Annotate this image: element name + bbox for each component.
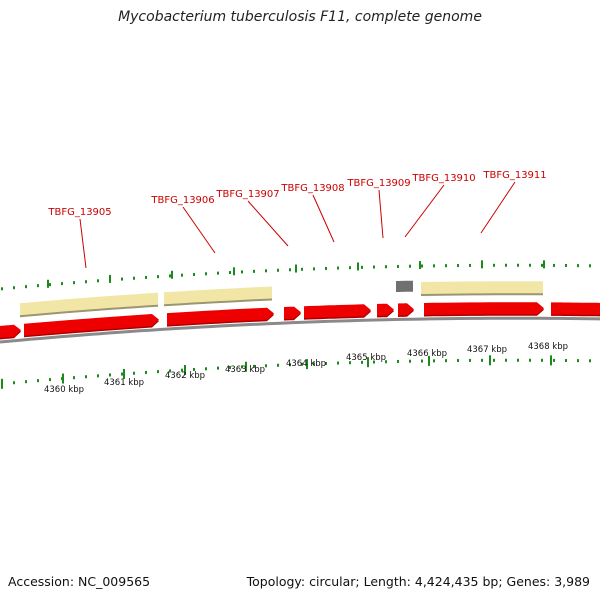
kbp-label: 4360 kbp [44,385,84,395]
cds-arrow [167,307,274,326]
gene-leader-line [79,218,87,269]
other-feature-block [396,280,413,292]
cds-arrow [551,302,600,315]
cds-arrow [424,302,544,315]
gene-leader-line [378,189,384,239]
gene-labels: TBFG_13905 TBFG_13906TBFG_13907TBFG_13908… [47,170,547,269]
kbp-label: 4364 kbp [286,359,326,369]
gene-label: TBFG_13911 [482,170,546,181]
outer-tick-ring [1,260,591,291]
gene-label: TBFG_13910 [411,173,475,184]
gene-leader-line [404,184,445,238]
cds-arrow [398,303,414,316]
cds-arrow [284,306,301,319]
orthologous-region [20,292,158,316]
kbp-label: 4368 kbp [528,342,568,352]
kbp-label: 4361 kbp [104,378,144,388]
gene-label: TBFG_13905 [47,207,111,218]
orthologous-regions [20,280,543,318]
cds-arrow [24,314,159,336]
genome-summary-text: Topology: circular; Length: 4,424,435 bp… [246,574,590,589]
gene-leader-line [480,181,516,234]
accession-text: Accession: NC_009565 [8,574,151,589]
cds-arrow [377,303,394,316]
kbp-label: 4367 kbp [467,345,507,355]
gene-leader-line [182,206,216,254]
inner-tick-ring [1,355,591,389]
gene-leader-line [312,194,335,243]
kbp-labels: 4360 kbp 4361 kbp 4362 kbp 4363 kbp 4364 kbp… [44,342,568,395]
kbp-label: 4365 kbp [346,353,386,363]
gene-label: TBFG_13906 [150,195,214,206]
gene-label: TBFG_13908 [280,183,344,194]
gene-label: TBFG_13909 [346,178,410,189]
genome-backbone [0,316,600,344]
orthologous-region [164,286,272,305]
kbp-label: 4366 kbp [407,349,447,359]
kbp-label: 4362 kbp [165,371,205,381]
backbone-line [0,316,600,344]
orthologous-region [421,281,543,294]
cds-features [0,302,600,340]
gene-leader-line [247,200,289,247]
cds-arrow [0,324,21,338]
kbp-label: 4363 kbp [225,365,265,375]
cds-arrow [304,304,371,319]
map-title: Mycobacterium tuberculosis F11, complete… [118,9,482,25]
gene-label: TBFG_13907 [215,189,279,200]
